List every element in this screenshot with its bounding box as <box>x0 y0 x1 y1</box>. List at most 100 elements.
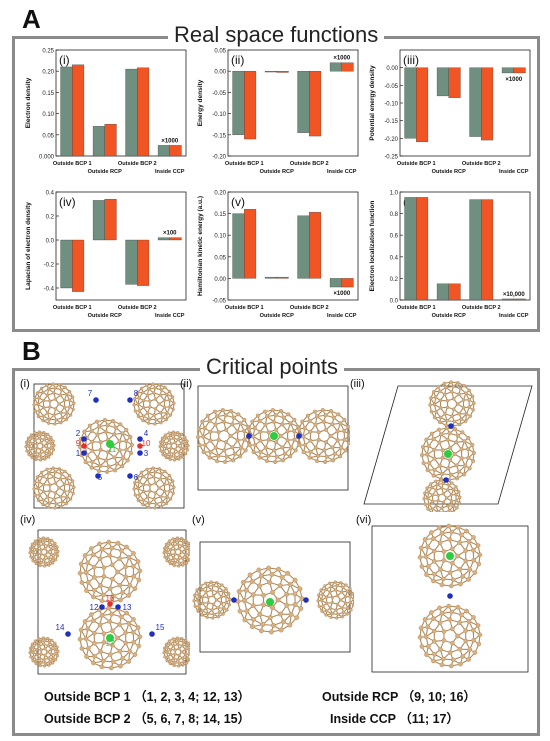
atom <box>258 449 263 454</box>
atom <box>176 642 180 646</box>
atom <box>126 555 132 560</box>
atom <box>265 459 270 464</box>
atom <box>270 408 275 413</box>
atom <box>131 640 136 645</box>
atom <box>298 606 304 612</box>
atom <box>36 486 40 491</box>
atom <box>162 546 167 550</box>
atom <box>92 641 97 646</box>
atom <box>105 450 111 455</box>
atom <box>460 654 465 659</box>
critical-point-number: 14 <box>56 623 65 632</box>
atom <box>42 430 46 435</box>
atom <box>99 613 105 618</box>
atom <box>169 648 173 652</box>
atom <box>71 479 75 483</box>
atom <box>451 510 455 512</box>
atom <box>441 558 447 563</box>
atom <box>179 441 183 446</box>
atom <box>33 450 38 454</box>
atom <box>67 398 72 402</box>
atom <box>463 638 469 644</box>
atom <box>43 547 47 551</box>
atom <box>158 495 163 499</box>
bar <box>157 145 170 157</box>
atom <box>141 503 145 507</box>
atom <box>62 482 67 487</box>
atom <box>158 411 163 415</box>
atom <box>180 432 184 436</box>
y-tick-label: 0.0 <box>390 299 399 305</box>
atom <box>467 398 471 402</box>
atom <box>467 405 472 409</box>
atom <box>106 539 112 545</box>
atom <box>171 407 175 411</box>
atom <box>119 614 124 620</box>
bar <box>469 67 482 137</box>
atom <box>211 602 215 606</box>
atom <box>41 536 46 540</box>
critical-point <box>447 593 453 599</box>
atom <box>439 582 445 588</box>
atom <box>231 458 236 463</box>
atom <box>181 563 185 567</box>
cell-box <box>371 525 529 673</box>
atom <box>141 399 146 403</box>
atom <box>282 451 287 456</box>
atom <box>335 616 339 620</box>
bar <box>436 67 449 97</box>
atom <box>471 638 476 643</box>
atom <box>168 489 172 493</box>
subplot-label: (iv) <box>20 514 35 526</box>
atom <box>98 463 103 468</box>
atom <box>168 433 172 438</box>
atom <box>433 415 437 420</box>
atom <box>167 450 172 454</box>
atom <box>179 446 183 450</box>
atom <box>457 646 463 652</box>
atom <box>312 409 317 414</box>
atom <box>461 405 466 410</box>
atom <box>169 552 173 557</box>
atom <box>41 474 45 479</box>
atom <box>31 446 35 451</box>
category-label: Outside RCP <box>88 169 122 175</box>
atom <box>148 489 152 493</box>
atom <box>47 501 52 505</box>
atom <box>164 502 169 506</box>
bar <box>404 67 417 139</box>
atom <box>83 570 89 575</box>
atom <box>460 430 465 435</box>
atom <box>449 529 455 535</box>
atom <box>91 552 96 557</box>
atom <box>126 621 132 626</box>
atom <box>164 542 168 546</box>
atom <box>439 611 445 616</box>
atom <box>65 392 69 396</box>
subplot-label: (vi) <box>356 514 371 526</box>
atom <box>212 409 217 414</box>
atom <box>440 506 444 510</box>
atom <box>53 641 57 645</box>
atom <box>132 403 136 407</box>
atom <box>426 644 431 649</box>
subplot-label: (iii) <box>403 53 419 67</box>
atom <box>171 395 175 399</box>
atom <box>169 455 173 459</box>
category-label: Outside BCP 1 <box>53 305 92 311</box>
atom <box>46 495 50 499</box>
atom <box>92 653 97 659</box>
atom <box>162 482 167 487</box>
atom <box>235 438 240 443</box>
atom <box>447 537 453 542</box>
atom <box>120 431 125 436</box>
bar <box>232 71 245 135</box>
atom <box>308 438 313 443</box>
atom <box>97 469 102 474</box>
atom <box>31 659 35 663</box>
atom <box>30 436 34 440</box>
atom <box>472 401 476 405</box>
atom <box>464 528 469 534</box>
atom <box>173 441 177 445</box>
atom <box>133 409 137 413</box>
